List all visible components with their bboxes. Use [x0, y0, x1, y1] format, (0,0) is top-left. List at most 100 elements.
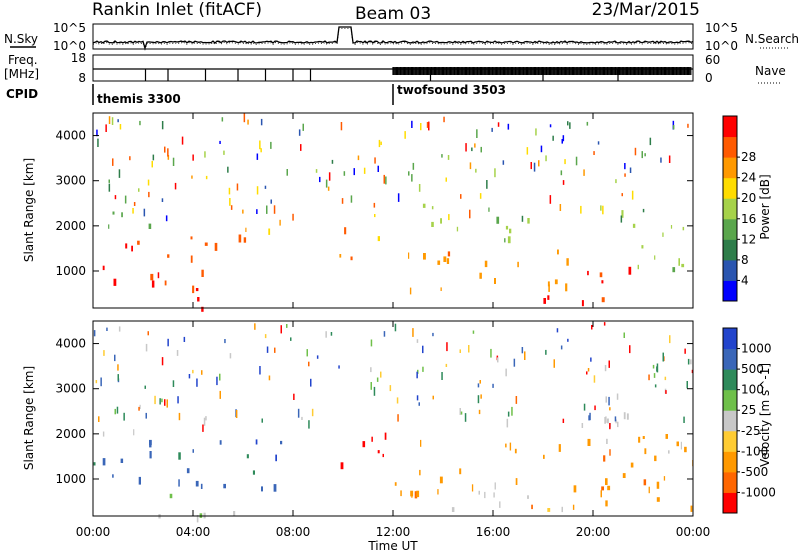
beam-label: Beam 03	[355, 4, 431, 24]
colorbar-tick-label: 1000	[741, 342, 772, 356]
scatter-cell	[638, 436, 641, 443]
sparse-cell	[460, 194, 462, 199]
colorbar-segment	[723, 389, 737, 411]
sparse-cell	[448, 214, 450, 221]
scatter-cell	[601, 297, 605, 303]
scatter-cell	[268, 228, 271, 235]
sparse-cell	[684, 348, 686, 354]
scatter-cell	[125, 243, 128, 249]
colorbar-tick-label: -100	[741, 444, 768, 458]
sparse-cell	[418, 184, 421, 192]
colorbar-tick-label: 20	[741, 191, 756, 205]
sparse-cell	[567, 121, 569, 126]
sparse-cell	[668, 155, 671, 163]
scatter-cell	[663, 476, 666, 481]
sparse-cell	[264, 334, 267, 339]
scatter-cell	[684, 446, 687, 453]
sparse-cell	[533, 162, 536, 172]
sparse-cell	[219, 373, 221, 381]
sparse-cell	[380, 371, 382, 378]
scatter-cell	[167, 254, 170, 258]
sparse-cell	[243, 113, 246, 123]
noise-traces	[92, 26, 694, 51]
sparse-cell	[389, 385, 392, 392]
colorbar-tick-label: 100	[741, 383, 764, 397]
sparse-cell	[129, 156, 131, 161]
sparse-cell	[672, 125, 675, 130]
sparse-cell	[132, 208, 134, 214]
colorbar-tick-label: -500	[741, 465, 768, 479]
sparse-cell	[602, 205, 604, 215]
scatter-cell	[479, 272, 482, 279]
scatter-cell	[133, 429, 135, 436]
freq-label-2: [MHz]	[4, 67, 39, 81]
date-label: 23/Mar/2015	[592, 0, 700, 20]
scatter-cell	[439, 476, 443, 484]
sparse-cell	[319, 176, 321, 183]
nsky-trace	[92, 26, 694, 51]
scatter-cell	[656, 497, 660, 502]
scatter-cell	[494, 482, 496, 490]
x-tick-label: 00:00	[676, 525, 711, 539]
nsearch-label: N.Search	[745, 32, 799, 46]
sparse-cell	[363, 167, 366, 174]
nsearch-trace	[92, 28, 694, 51]
sparse-cell	[564, 159, 566, 165]
scatter-cell	[112, 474, 114, 478]
sparse-cell	[138, 406, 140, 411]
colorbar-segment	[723, 136, 737, 158]
scatter-cell	[131, 245, 133, 252]
sparse-cell	[494, 168, 496, 178]
sparse-cell	[506, 418, 509, 428]
sparse-cell	[176, 350, 179, 356]
sparse-cell	[687, 123, 689, 128]
scatter-cell	[609, 449, 611, 456]
sparse-cell	[286, 169, 288, 176]
scatter-cell	[149, 439, 152, 446]
sparse-cell	[308, 361, 310, 367]
colorbar-segment	[723, 492, 737, 514]
sparse-cell	[617, 421, 619, 428]
noise-left-tick-bottom: 10^0	[53, 39, 86, 53]
sparse-cell	[524, 351, 526, 360]
y-tick-label: 2000	[55, 427, 86, 441]
sparse-cell	[604, 365, 607, 372]
scatter-cell	[186, 468, 190, 474]
nsky-label: N.Sky	[4, 32, 38, 46]
scatter-cell	[509, 228, 512, 234]
scatter-cell	[668, 450, 670, 454]
sparse-cell	[581, 423, 584, 428]
sparse-cell	[167, 155, 170, 160]
sparse-cell	[411, 174, 413, 182]
sparse-cell	[338, 365, 340, 369]
velocity-heatmap	[93, 322, 694, 523]
sparse-cell	[293, 393, 295, 400]
scatter-cell	[437, 260, 441, 265]
sparse-cell	[164, 399, 166, 406]
scatter-cell	[547, 281, 550, 287]
sparse-cell	[418, 402, 420, 406]
sparse-cell	[605, 396, 607, 403]
sparse-cell	[569, 122, 571, 129]
sparse-cell	[545, 349, 547, 355]
scatter-cell	[371, 436, 373, 442]
scatter-cell	[200, 483, 203, 489]
scatter-cell	[605, 478, 608, 485]
sparse-cell	[649, 137, 652, 146]
scatter-cell	[488, 207, 490, 212]
sparse-cell	[664, 376, 667, 381]
sparse-cell	[292, 213, 294, 221]
sparse-cell	[144, 385, 146, 389]
colorbar-segment	[723, 218, 737, 240]
sparse-cell	[480, 146, 482, 153]
sparse-cell	[507, 411, 510, 417]
scatter-cell	[414, 491, 418, 499]
sparse-cell	[343, 171, 346, 176]
sparse-cell	[589, 412, 591, 421]
sparse-cell	[497, 357, 499, 363]
scatter-cell	[195, 288, 199, 292]
scatter-cell	[543, 298, 546, 304]
sparse-cell	[412, 328, 414, 337]
sparse-cell	[521, 347, 524, 354]
